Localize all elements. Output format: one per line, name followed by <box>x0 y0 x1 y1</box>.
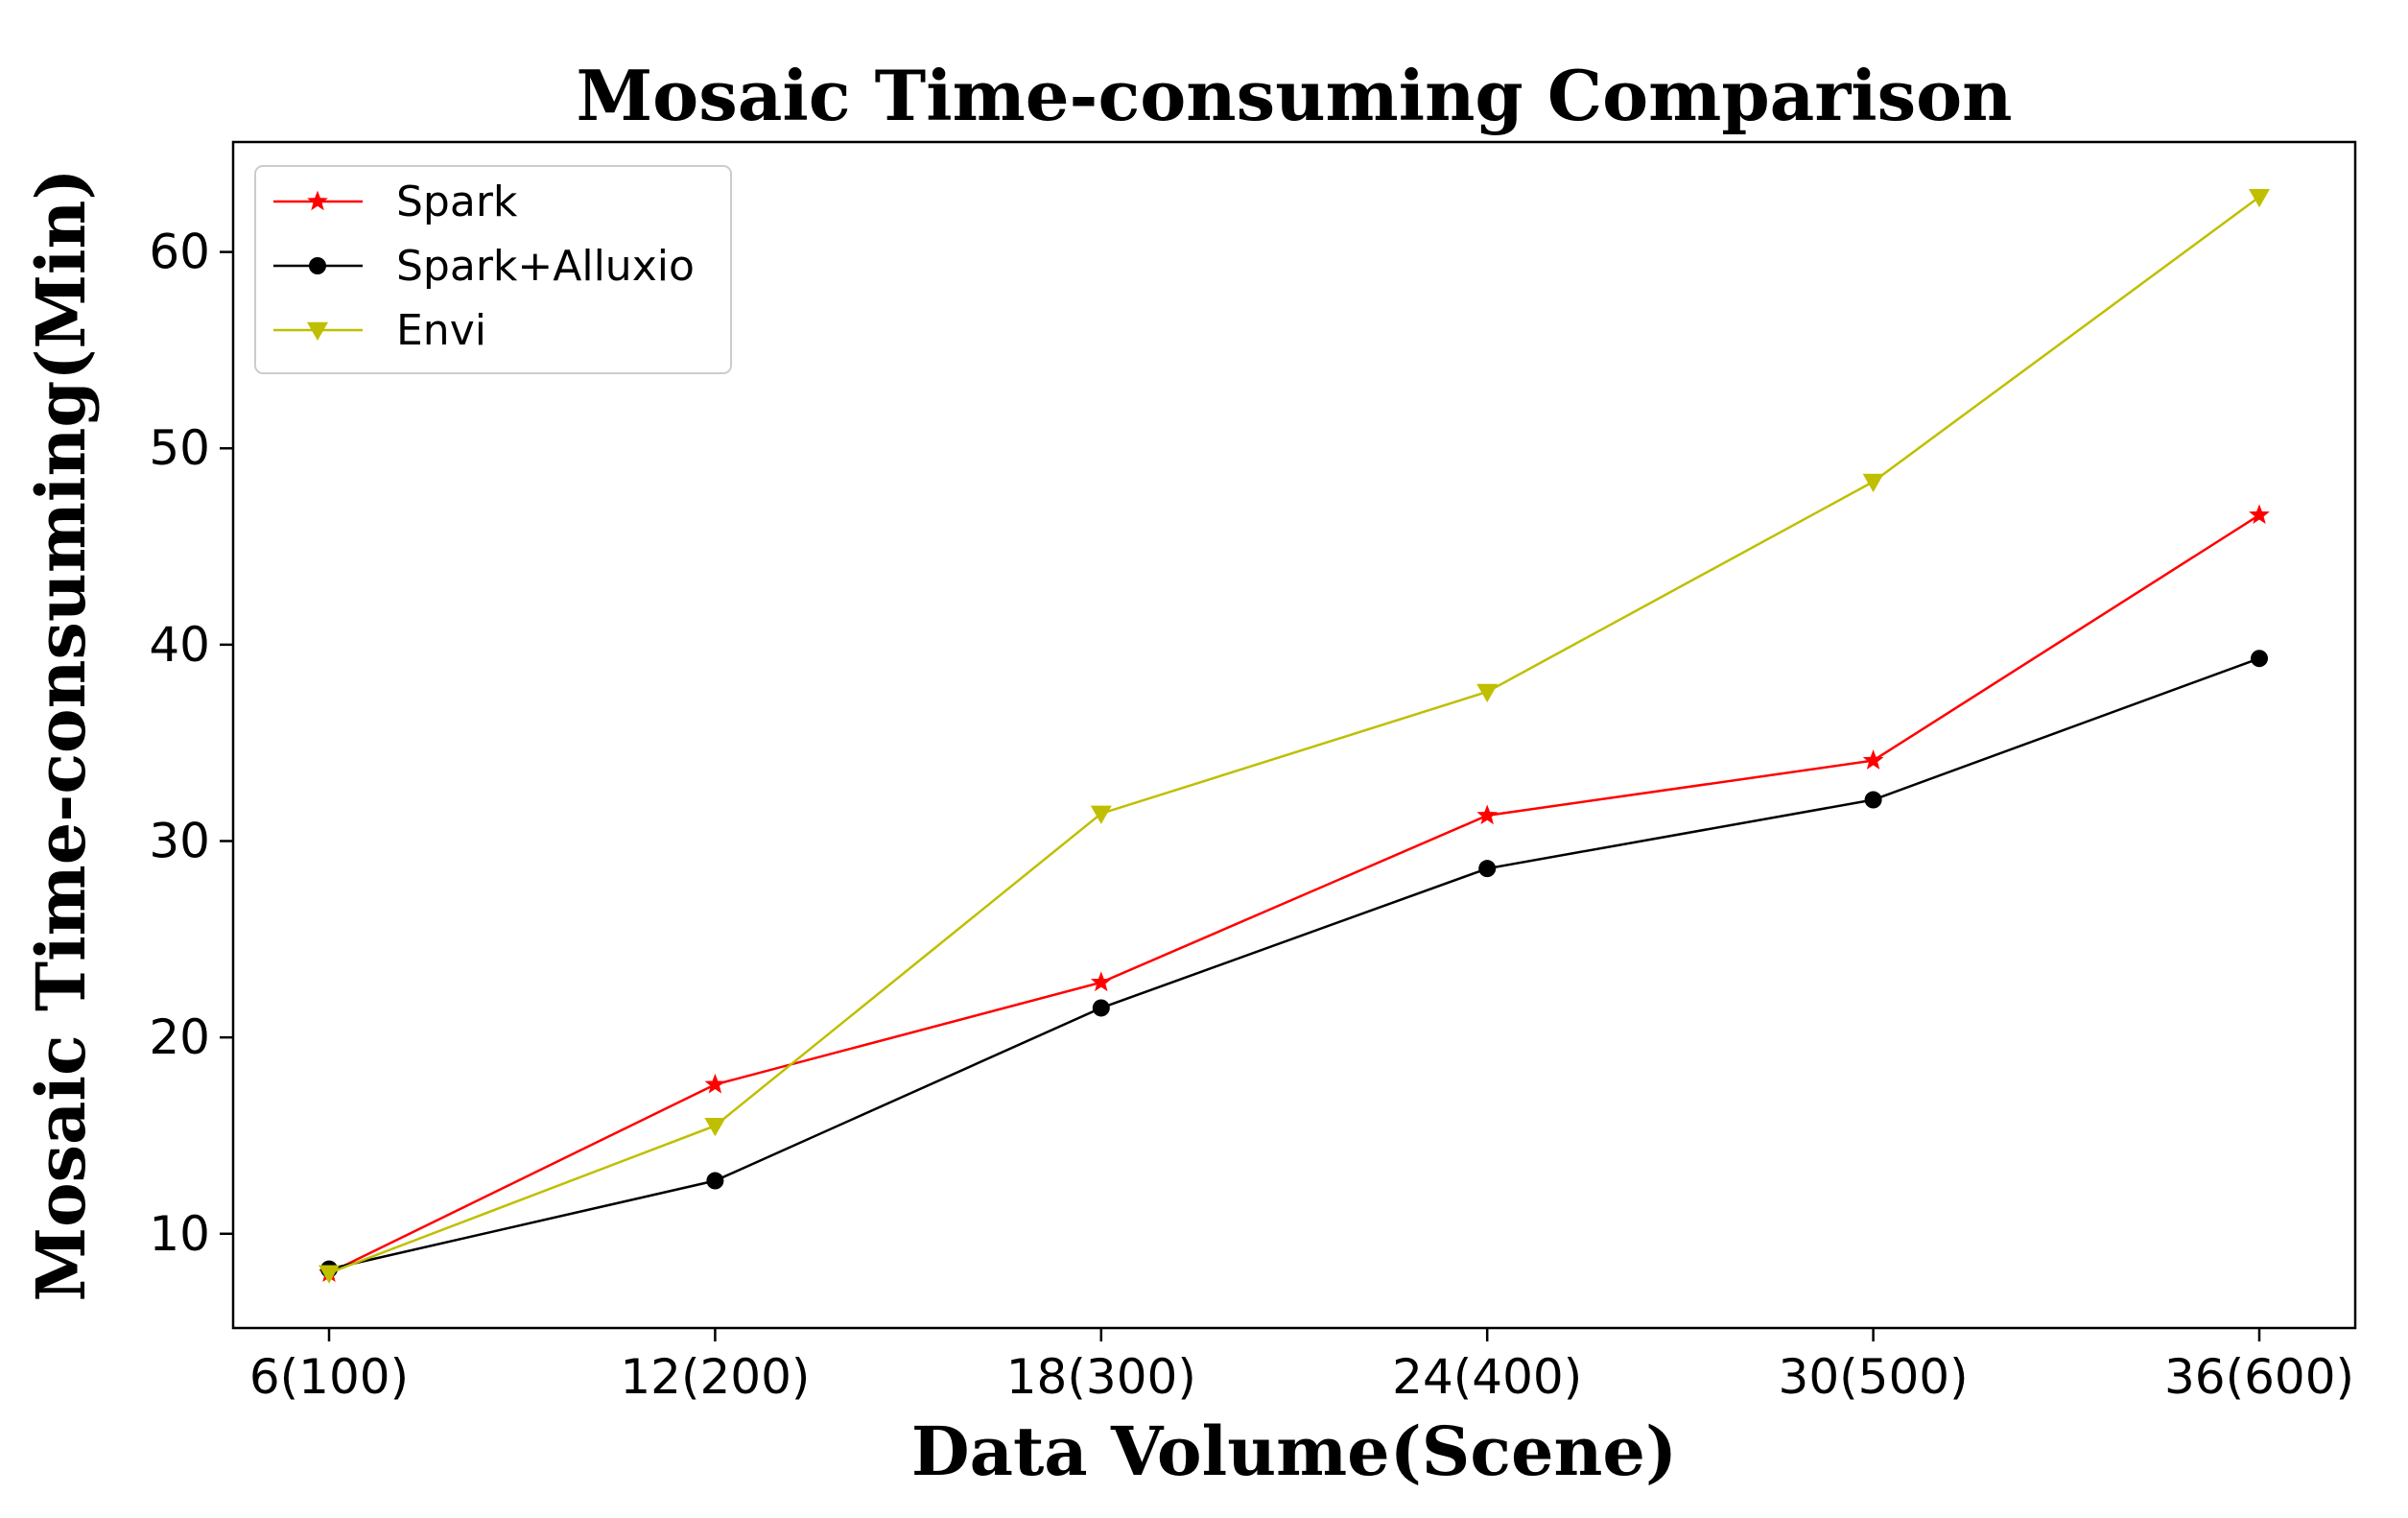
data-point-spark-alluxio <box>706 1172 724 1190</box>
data-point-spark-alluxio <box>2251 650 2268 668</box>
y-axis-label: Mosaic Time-consuming(Min) <box>21 168 101 1301</box>
series-envi <box>319 189 2270 1284</box>
plot-frame <box>231 140 2357 1330</box>
x-tick-label: 24(400) <box>1392 1349 1582 1405</box>
legend-entry-spark: Spark <box>273 178 518 226</box>
series-spark-alluxio <box>320 650 2268 1278</box>
y-tick-label: 10 <box>149 1206 210 1262</box>
data-point-spark <box>1862 749 1884 770</box>
y-tick-label: 50 <box>149 420 210 476</box>
data-point-envi <box>2249 189 2270 208</box>
data-point-envi <box>704 1117 726 1137</box>
data-point-envi <box>1476 683 1499 702</box>
data-point-spark <box>704 1073 726 1094</box>
legend-label: Spark <box>396 178 518 226</box>
legend-marker <box>307 321 328 341</box>
legend-marker <box>309 257 326 274</box>
legend-label: Spark+Alluxio <box>396 242 695 291</box>
x-axis-label: Data Volume(Scene) <box>911 1411 1677 1491</box>
legend-box <box>254 165 732 374</box>
x-tick-label: 6(100) <box>249 1349 409 1405</box>
data-point-envi <box>319 1265 340 1284</box>
legend-entry-spark-alluxio: Spark+Alluxio <box>273 242 695 291</box>
legend: Spark Spark+Alluxio Envi <box>254 165 732 374</box>
data-point-envi <box>1862 473 1884 493</box>
y-tick-label: 60 <box>149 225 210 280</box>
x-tick-label: 30(500) <box>1779 1349 1969 1405</box>
legend-entry-envi: Envi <box>273 306 486 355</box>
y-axis: 10 20 30 40 50 60 <box>149 225 233 1262</box>
y-tick-label: 20 <box>149 1009 210 1065</box>
x-axis: 6(100) 12(200) 18(300) 24(400) 30(500) 36(600… <box>249 1328 2354 1405</box>
data-point-spark-alluxio <box>1478 860 1497 878</box>
data-point-envi <box>1090 805 1112 824</box>
legend-marker <box>307 190 328 211</box>
y-tick-label: 30 <box>149 814 210 869</box>
series-line-spark-alluxio <box>328 657 2260 1270</box>
data-point-spark-alluxio <box>1092 999 1110 1017</box>
plot-layer <box>319 189 2270 1284</box>
y-tick-label: 40 <box>149 617 210 673</box>
series-line-spark <box>328 513 2260 1274</box>
data-point-spark <box>1090 971 1112 992</box>
x-tick-label: 36(600) <box>2164 1349 2354 1405</box>
chart-title: Mosaic Time-consuming Comparison <box>576 55 2012 136</box>
data-point-spark <box>2249 504 2270 525</box>
series-line-envi <box>328 196 2260 1274</box>
data-point-spark-alluxio <box>1864 791 1882 809</box>
x-tick-label: 12(200) <box>620 1349 810 1405</box>
legend-label: Envi <box>396 306 486 355</box>
data-point-spark <box>1476 804 1499 825</box>
x-tick-label: 18(300) <box>1006 1349 1196 1405</box>
